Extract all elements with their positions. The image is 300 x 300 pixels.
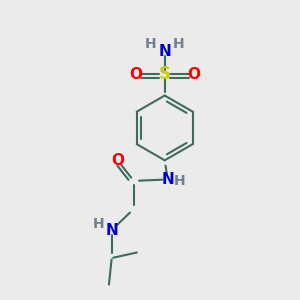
Text: N: N bbox=[161, 172, 174, 187]
Text: H: H bbox=[173, 37, 185, 51]
Text: H: H bbox=[145, 37, 156, 51]
Text: H: H bbox=[93, 217, 104, 231]
Text: N: N bbox=[158, 44, 171, 59]
Text: O: O bbox=[188, 67, 201, 82]
Text: O: O bbox=[129, 67, 142, 82]
Text: O: O bbox=[111, 153, 124, 168]
Text: S: S bbox=[159, 65, 171, 83]
Text: N: N bbox=[105, 223, 118, 238]
Text: H: H bbox=[174, 174, 186, 188]
